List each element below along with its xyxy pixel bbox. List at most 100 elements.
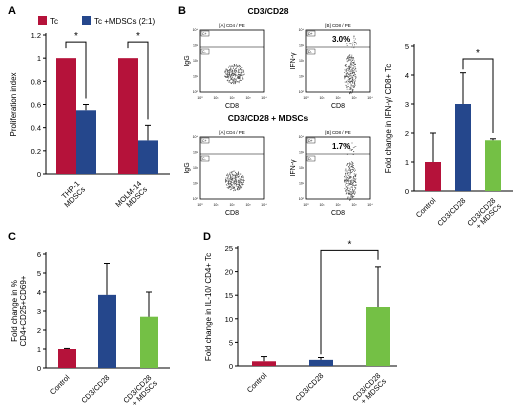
panel-b-bar (485, 140, 501, 191)
panel-a-significance-star: * (74, 31, 78, 42)
panel-c-ytick-label: 0 (37, 364, 41, 373)
panel-c-ylabel-line: CD4+CD25+CD69+ (19, 275, 28, 346)
flow-y-tick-label: 10² (193, 166, 199, 170)
flow-percent-label: 3.0% (332, 35, 350, 44)
panel-a-ytick-label: 1 (37, 54, 41, 63)
panel-c-bar (58, 349, 76, 368)
panel-d-bar (366, 307, 390, 366)
panel-b-category-label: Control (414, 196, 438, 220)
flow-y-tick-label: 10¹ (193, 75, 199, 79)
panel-b-ytick-label: 2 (405, 129, 409, 138)
flow-plot-title: [A] CD4 / PE (219, 130, 245, 135)
panel-a-ytick-label: 0.2 (31, 147, 41, 156)
flow-plot-title: [B] CD8 / PE (325, 23, 351, 28)
panel-d-category-label-line: Control (245, 371, 269, 395)
panel-a-significance-star: * (136, 31, 140, 42)
panel-a-bar (118, 58, 138, 174)
flow-x-label: CD8 (331, 210, 345, 217)
flow-y-tick-label: 10⁰ (193, 197, 199, 201)
flow-x-tick-label: 10⁰ (303, 203, 309, 207)
panel-b-category-label-line: CD3/CD28 (435, 196, 467, 228)
panel-c-ytick-label: 4 (37, 288, 41, 297)
flow-gate-label: D+ (308, 32, 313, 36)
flow-y-tick-label: 10³ (299, 151, 305, 155)
flow-x-tick-label: 10⁰ (197, 96, 203, 100)
flow-x-tick-label: 10⁴ (367, 96, 373, 100)
panel-b-ylabel: Fold change in IFN-γ/ CD8+ Tc (384, 64, 393, 173)
flow-y-tick-label: 10³ (299, 44, 305, 48)
flow-gate-box (306, 48, 316, 55)
flow-percent-label: 1.7% (332, 142, 350, 151)
panel-b-ytick-label: 5 (405, 42, 409, 51)
flow-gate-label: C- (202, 50, 207, 54)
panel-c-ytick-label: 1 (37, 345, 41, 354)
flow-y-tick-label: 10³ (193, 44, 199, 48)
panel-c-bar (98, 294, 116, 368)
flow-x-tick-label: 10⁴ (261, 96, 267, 100)
flow-x-tick-label: 10² (335, 96, 341, 100)
panel-a-ytick-label: 0 (37, 170, 41, 179)
flow-x-tick-label: 10² (229, 96, 235, 100)
panel-d-significance-bracket (320, 249, 379, 355)
panel-a-bar (138, 140, 158, 174)
panel-d-significance-star: * (348, 239, 352, 250)
panel-d-ytick-label: 25 (225, 244, 233, 253)
flow-x-tick-label: 10⁴ (367, 203, 373, 207)
panel-c-ylabel: Fold change in % CD4+CD25+CD69+ (10, 275, 28, 346)
flow-gate-box (200, 155, 210, 162)
panel-b-significance-bracket (462, 58, 494, 133)
panel-a-ylabel: Proliferation index (9, 72, 18, 136)
panel-c-category-label-line: Control (48, 373, 72, 397)
flow-gate-label: C+ (202, 139, 207, 143)
flow-gate-label: C+ (202, 32, 207, 36)
flow-y-tick-label: 10¹ (299, 75, 305, 79)
flow-y-tick-label: 10⁴ (299, 28, 305, 32)
flow-dot-cloud (344, 142, 357, 201)
flow-x-label: CD8 (225, 103, 239, 110)
panel-d-bar (252, 361, 276, 366)
flow-x-tick-label: 10⁰ (303, 96, 309, 100)
flow-y-tick-label: 10⁰ (299, 197, 305, 201)
panel-c-ylabel-line: Fold change in % (10, 280, 19, 342)
panel-d-category-label: CD3/CD28 (293, 371, 325, 403)
flow-x-tick-label: 10¹ (319, 96, 325, 100)
flow-plot-frame (199, 136, 265, 200)
flow-y-label: IFN-γ (290, 52, 297, 70)
flow-y-tick-label: 10¹ (299, 182, 305, 186)
flow-x-tick-label: 10⁴ (261, 203, 267, 207)
flow-y-tick-label: 10⁴ (299, 135, 305, 139)
panel-letter-c: C (8, 231, 16, 243)
flow-plot-frame (199, 29, 265, 93)
panel-c-ytick-label: 5 (37, 269, 41, 278)
flow-group-label: CD3/CD28 + MDSCs (228, 113, 309, 123)
flow-x-tick-label: 10¹ (213, 203, 219, 207)
panel-c-category-label: Control (48, 373, 72, 397)
panel-a-significance-bracket (127, 41, 149, 120)
flow-gate-box (306, 137, 316, 144)
flow-y-tick-label: 10² (299, 59, 305, 63)
panel-d-category-label: Control (245, 371, 269, 395)
panel-c-ytick-label: 2 (37, 326, 41, 335)
panel-c-category-label-line: CD3/CD28 (79, 373, 111, 405)
panel-a-legend-label: Tc (50, 17, 58, 26)
flow-y-tick-label: 10⁴ (193, 135, 199, 139)
flow-x-tick-label: 10³ (245, 203, 251, 207)
panel-letter-a: A (8, 5, 16, 17)
panel-d-category-label-line: CD3/CD28 (293, 371, 325, 403)
panel-d-category-label: CD3/CD28+ MDSCs (350, 371, 388, 406)
panel-b-ytick-label: 0 (405, 187, 409, 196)
panel-b-bar (455, 104, 471, 191)
panel-b-ylabel-line: Fold change in IFN-γ/ CD8+ Tc (384, 64, 393, 173)
flow-y-label: IgG (184, 162, 191, 173)
panel-letter-d: D (203, 231, 211, 243)
panel-b-category-label: CD3/CD28+ MDSCs (465, 196, 503, 231)
flow-gate-box (200, 48, 210, 55)
panel-c-category-label: CD3/CD28 (79, 373, 111, 405)
panel-b-category-label-line: Control (414, 196, 438, 220)
flow-y-tick-label: 10¹ (193, 182, 199, 186)
panel-c-ytick-label: 6 (37, 250, 41, 259)
flow-y-tick-label: 10⁰ (193, 90, 199, 94)
panel-c-ytick-label: 3 (37, 307, 41, 316)
